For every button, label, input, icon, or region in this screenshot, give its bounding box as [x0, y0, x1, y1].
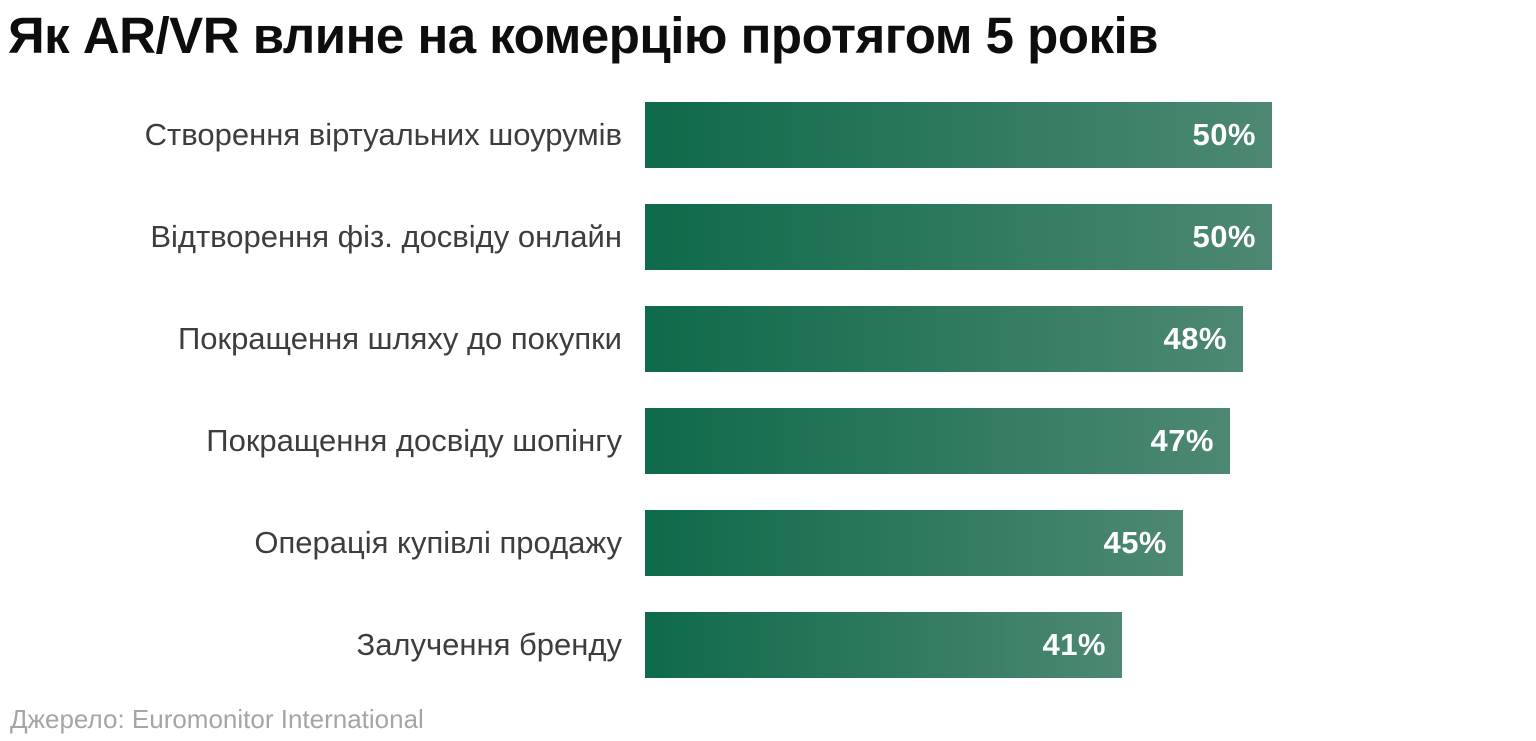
bar: 41%: [645, 612, 1122, 679]
category-label: Залучення бренду: [356, 627, 622, 663]
value-label: 41%: [1042, 627, 1106, 663]
value-label: 48%: [1163, 321, 1227, 357]
chart-row: Покращення шляху до покупки 48%: [0, 306, 1536, 373]
category-label: Відтворення фіз. досвіду онлайн: [150, 219, 622, 255]
chart-row: Покращення досвіду шопінгу 47%: [0, 408, 1536, 475]
chart-row: Створення віртуальних шоурумів 50%: [0, 102, 1536, 169]
category-label: Операція купівлі продажу: [254, 525, 622, 561]
chart-row: Операція купівлі продажу 45%: [0, 510, 1536, 577]
bar: 47%: [645, 408, 1230, 475]
bar: 50%: [645, 102, 1272, 169]
bar: 50%: [645, 204, 1272, 271]
source-caption: Джерело: Euromonitor International: [10, 704, 424, 734]
value-label: 47%: [1150, 423, 1214, 459]
chart-row: Залучення бренду 41%: [0, 612, 1536, 679]
value-label: 45%: [1103, 525, 1167, 561]
bar-chart: Створення віртуальних шоурумів 50% Відтв…: [0, 102, 1536, 679]
chart-row: Відтворення фіз. досвіду онлайн 50%: [0, 204, 1536, 271]
category-label: Покращення шляху до покупки: [177, 321, 622, 357]
chart-title: Як AR/VR влине на комерцію протягом 5 ро…: [8, 7, 1159, 64]
bar: 45%: [645, 510, 1183, 577]
category-label: Покращення досвіду шопінгу: [206, 423, 622, 459]
value-label: 50%: [1192, 219, 1256, 255]
category-label: Створення віртуальних шоурумів: [144, 117, 622, 153]
bar: 48%: [645, 306, 1243, 373]
value-label: 50%: [1192, 117, 1256, 153]
